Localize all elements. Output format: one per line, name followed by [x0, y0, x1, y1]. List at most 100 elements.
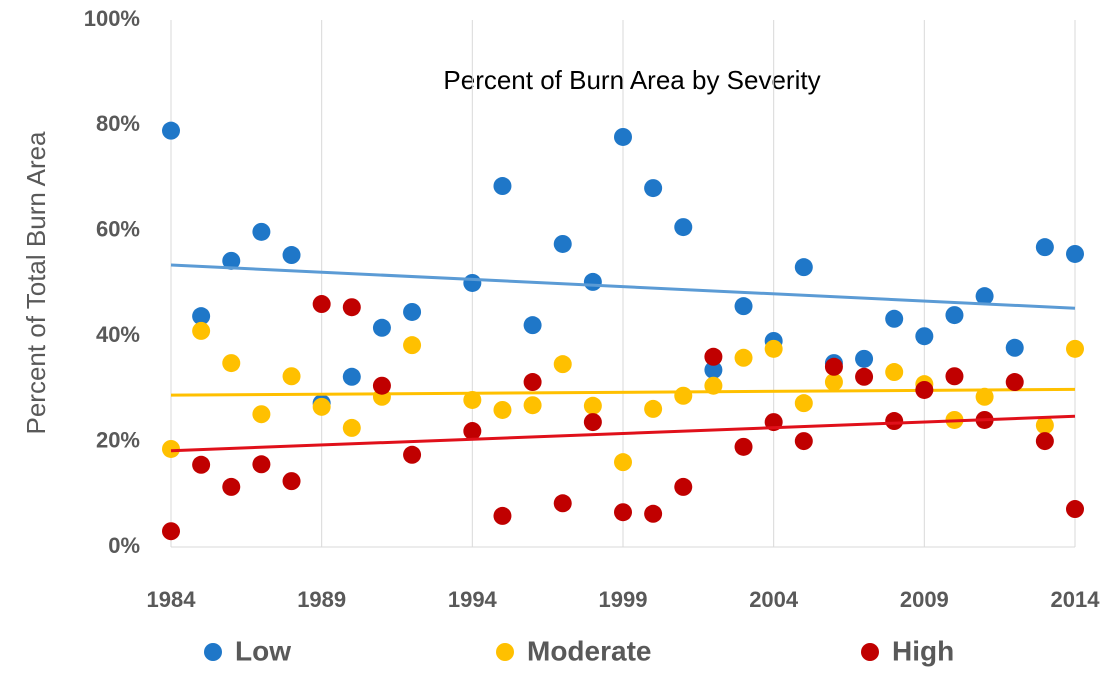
point — [493, 400, 512, 419]
point — [222, 251, 241, 270]
point — [644, 179, 663, 198]
point — [282, 472, 301, 491]
point — [674, 386, 693, 405]
y-tick-label: 60% — [96, 217, 140, 242]
x-tick-label: 2014 — [1051, 587, 1101, 612]
y-axis-label: Percent of Total Burn Area — [21, 131, 51, 435]
y-tick-label: 0% — [108, 533, 140, 558]
chart-title: Percent of Burn Area by Severity — [443, 65, 820, 95]
x-tick-label: 1984 — [147, 587, 197, 612]
point — [1066, 339, 1084, 358]
point — [1005, 373, 1024, 392]
point — [885, 363, 904, 382]
point — [794, 432, 813, 451]
point — [463, 273, 482, 292]
point — [794, 394, 813, 413]
point — [734, 297, 753, 316]
point — [403, 445, 422, 464]
point — [614, 127, 632, 146]
point — [1005, 338, 1024, 357]
point — [915, 380, 934, 399]
point — [252, 222, 271, 241]
y-tick-label: 20% — [96, 427, 140, 452]
point — [583, 396, 602, 415]
point — [1035, 416, 1054, 435]
point — [945, 306, 964, 325]
point — [252, 405, 271, 424]
point — [162, 121, 180, 140]
point — [493, 506, 512, 525]
trend-line — [170, 263, 1076, 310]
point — [583, 272, 602, 291]
point — [493, 177, 512, 196]
point — [282, 367, 301, 386]
point — [975, 287, 994, 306]
point — [222, 477, 241, 496]
point — [1035, 238, 1054, 257]
legend-marker — [861, 643, 879, 661]
point — [523, 396, 542, 415]
point — [644, 504, 663, 523]
x-tick-label: 2009 — [900, 587, 949, 612]
point — [975, 387, 994, 406]
point — [855, 367, 874, 386]
y-tick-label: 80% — [96, 111, 140, 136]
point — [162, 522, 180, 541]
point — [403, 336, 422, 355]
point — [583, 413, 602, 432]
point — [674, 477, 693, 496]
point — [614, 453, 632, 472]
point — [794, 258, 813, 277]
point — [674, 218, 693, 237]
point — [553, 355, 572, 374]
point — [523, 373, 542, 392]
point — [463, 390, 482, 409]
point — [885, 412, 904, 431]
point — [824, 357, 843, 376]
x-tick-label: 2004 — [749, 587, 799, 612]
legend-label: High — [892, 635, 954, 666]
x-tick-label: 1989 — [297, 587, 346, 612]
point — [312, 295, 331, 314]
point — [342, 367, 361, 386]
point — [192, 321, 211, 340]
point — [734, 348, 753, 367]
point — [192, 307, 211, 326]
point — [734, 437, 753, 456]
point — [553, 494, 572, 513]
point — [704, 360, 723, 379]
point — [312, 397, 331, 416]
point — [1035, 432, 1054, 451]
point — [945, 367, 964, 386]
point — [523, 316, 542, 335]
legend-marker — [204, 643, 222, 661]
point — [162, 439, 180, 458]
point — [824, 373, 843, 392]
point — [764, 339, 783, 358]
point — [192, 455, 211, 474]
legend-marker — [496, 643, 514, 661]
point — [342, 418, 361, 437]
point — [644, 399, 663, 418]
point — [1066, 244, 1084, 263]
point — [704, 347, 723, 366]
point — [463, 422, 482, 441]
point — [252, 455, 271, 474]
y-tick-label: 100% — [84, 6, 140, 31]
point — [855, 349, 874, 368]
y-tick-label: 40% — [96, 322, 140, 347]
point — [915, 327, 934, 346]
point — [372, 318, 391, 337]
point — [282, 246, 301, 265]
point — [403, 302, 422, 321]
point — [885, 309, 904, 328]
point — [1066, 500, 1084, 519]
legend-label: Low — [235, 635, 291, 666]
x-tick-label: 1999 — [599, 587, 648, 612]
trend-line — [170, 414, 1076, 453]
point — [614, 503, 632, 522]
point — [372, 376, 391, 395]
point — [222, 354, 241, 373]
point — [553, 234, 572, 253]
